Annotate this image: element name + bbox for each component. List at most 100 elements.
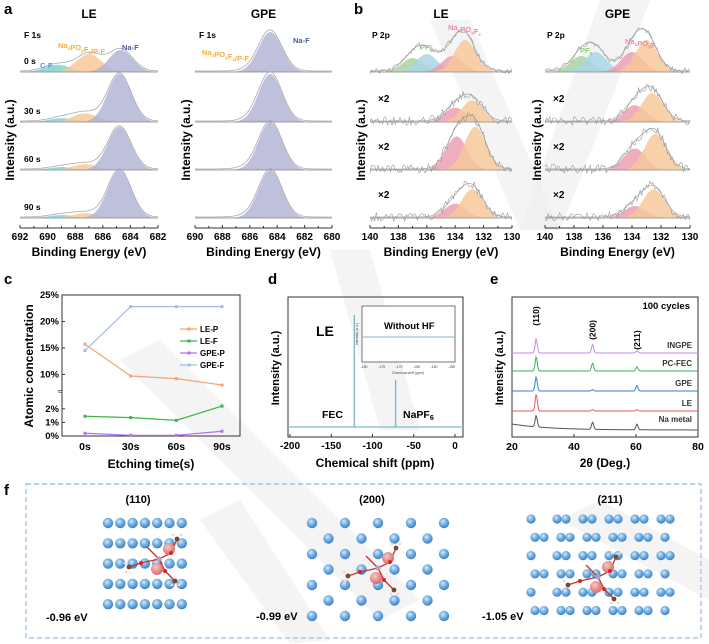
- panel-e-chart: INGPE PC-FEC GPE LE Na metal (110) (200) (211) 1…: [494, 296, 704, 470]
- adsorption-energy: -0.99 eV: [256, 611, 298, 623]
- hydrogen-atom: [123, 561, 127, 565]
- plot-frame: [61, 294, 241, 437]
- hydrogen-atom: [398, 542, 402, 546]
- spectrum-label: 30 s: [24, 106, 41, 116]
- na-atom: [438, 610, 450, 622]
- spectrum-1: ×2: [369, 91, 513, 127]
- y-axis-label: Intensity (a.u.): [270, 330, 282, 405]
- x-tick-label: 132: [653, 232, 670, 243]
- carbon-atom: [174, 536, 180, 542]
- spectrum-0: [195, 29, 332, 73]
- x-axis-label: Etching time(s): [108, 457, 195, 471]
- xrd-pattern-gpe: GPE: [512, 375, 698, 392]
- inset-title: Without HF: [384, 321, 435, 332]
- adsorbed-molecule: [342, 542, 402, 596]
- na-atom: [152, 599, 163, 610]
- peak-naxpoyfz-a: [545, 52, 690, 72]
- fit-envelope: [195, 168, 332, 218]
- inset-x-tick-label: -165: [413, 365, 420, 369]
- carbon-atom: [611, 596, 617, 602]
- phosphorus-atom: [375, 565, 381, 571]
- na-atom: [656, 514, 666, 524]
- xps-subtitle: F 1s: [24, 30, 41, 40]
- x-tick-label: -50: [407, 441, 422, 452]
- xps-subtitle: P 2p: [372, 30, 390, 40]
- na-atom: [176, 599, 187, 610]
- peak-na-f: [20, 74, 158, 122]
- spectrum-0: [544, 27, 691, 75]
- panel-label-a: a: [4, 1, 13, 18]
- oxygen-atom-large: [370, 572, 382, 584]
- data-point: [174, 377, 178, 381]
- raw-trace: [544, 27, 691, 75]
- peak-na-f: [195, 32, 332, 72]
- series-le-f: LE-F: [83, 337, 224, 422]
- x-axis-label: Binding Energy (eV): [206, 245, 321, 259]
- peak-c-f: [20, 167, 158, 170]
- peak-label-napof: NaxPOyFz: [448, 23, 481, 38]
- series-line: [84, 306, 222, 352]
- xps-subtitle: P 2p: [547, 30, 565, 40]
- y-tick-label: 20%: [40, 316, 60, 327]
- structure-110: (110) -0.96 eV: [46, 494, 187, 624]
- peak-label-napf6: NaPF6: [403, 409, 434, 422]
- hydrogen-atom: [179, 533, 183, 537]
- na-atom: [556, 605, 566, 616]
- na-atom: [438, 517, 450, 529]
- na-atom: [176, 538, 187, 549]
- y-axis-label: Intensity (a.u.): [354, 99, 368, 180]
- peak-naxpoyfz-b: [370, 126, 512, 170]
- na-atom: [665, 587, 675, 597]
- x-tick-label: 134: [624, 232, 641, 243]
- na-atom: [604, 587, 614, 597]
- na-atom: [630, 587, 640, 597]
- na-atom: [565, 605, 575, 616]
- adsorption-energy: -0.96 eV: [46, 612, 88, 624]
- y-tick-label: 15%: [40, 343, 60, 354]
- peak-naxpoyfz-b: [370, 189, 512, 218]
- xrd-trace: [512, 394, 698, 412]
- na-atom: [339, 548, 351, 560]
- na-atom: [617, 532, 627, 542]
- na-atom: [526, 551, 536, 561]
- data-point: [220, 404, 224, 408]
- na-atom: [164, 578, 175, 590]
- na-atom: [405, 610, 417, 622]
- x-axis-label: Chemical shift (ppm): [316, 456, 435, 470]
- series-gpe-p: GPE-P: [83, 349, 226, 437]
- panel-label-b: b: [354, 1, 363, 18]
- na-atom: [405, 517, 417, 529]
- legend-marker: [187, 351, 191, 355]
- carbon-atom: [613, 554, 619, 560]
- na-atom: [552, 587, 562, 597]
- na-atom: [339, 610, 351, 622]
- phosphorus-atom: [595, 574, 601, 580]
- xrd-trace: [512, 337, 698, 354]
- series-line: [84, 343, 223, 386]
- x-tick-label: 136: [418, 232, 435, 243]
- peak-label-pf6: PF6: [580, 46, 593, 57]
- x-tick-label: 690: [187, 232, 204, 243]
- oxygen-atom-large: [382, 552, 394, 564]
- na-atom: [306, 517, 318, 529]
- spectrum-label: ×2: [378, 94, 390, 105]
- inset-x-tick-label: -160: [430, 365, 437, 369]
- raw-trace: [544, 127, 691, 175]
- bond: [365, 555, 379, 569]
- fit-envelope: [370, 29, 512, 72]
- peak-naxpoyfz-a: [370, 136, 512, 170]
- y-axis-label: Intensity (a.u.): [530, 99, 544, 180]
- inset-x-tick-label: -180: [360, 365, 367, 369]
- peak-naxpoyfz-b: [370, 100, 512, 122]
- x-tick-label: 688: [214, 232, 231, 243]
- legend-label: LE-P: [200, 325, 219, 334]
- na-atom: [591, 605, 601, 616]
- y-tick-label: 1%: [45, 417, 59, 428]
- na-atom: [630, 551, 640, 561]
- data-point: [83, 431, 87, 435]
- xrd-pattern-ingpe: INGPE: [512, 337, 698, 354]
- peak-label-naf: Na-F: [293, 36, 310, 45]
- peak-c-f: [20, 64, 158, 72]
- spectrum-label: ×2: [378, 190, 390, 201]
- na-atom: [102, 578, 114, 590]
